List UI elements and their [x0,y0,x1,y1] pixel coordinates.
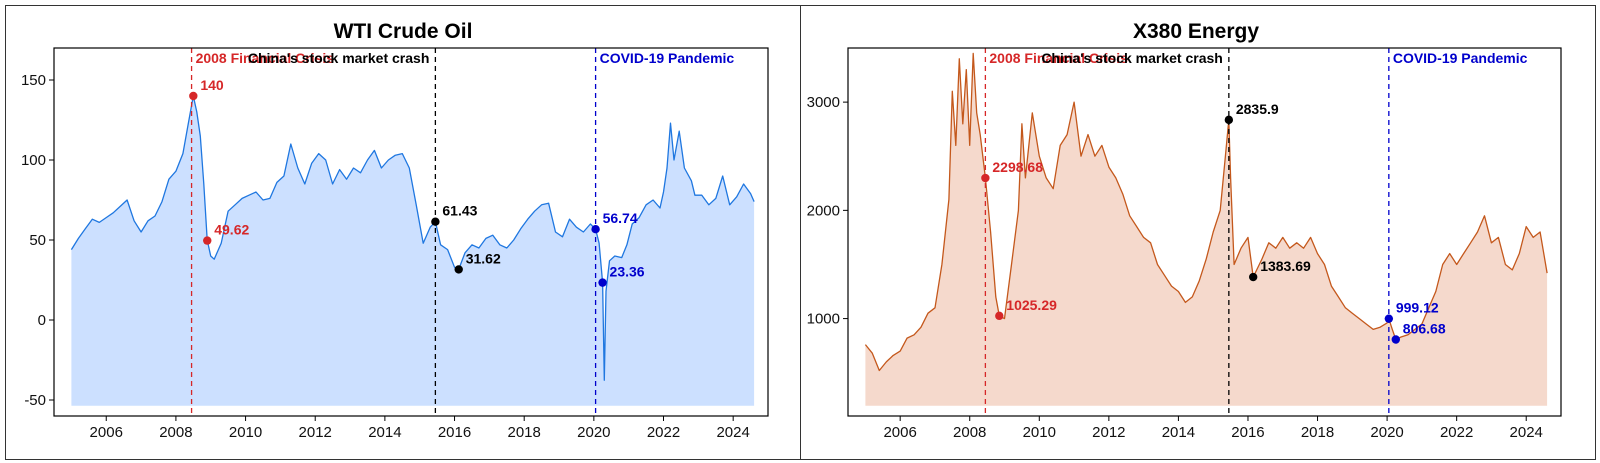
x-tick-label: 2016 [438,424,471,441]
series-area-fill [71,96,755,406]
annotation-marker [189,91,198,101]
y-tick-label: 1000 [807,311,840,328]
annotation-marker [203,236,212,245]
x-tick-label: 2014 [368,424,401,441]
x-tick-label: 2022 [1440,424,1473,441]
annotation-marker [454,265,463,274]
annotation-label: 56.74 [603,210,638,226]
x-tick-label: 2010 [229,424,262,441]
x-tick-label: 2018 [1301,424,1334,441]
x-tick-label: 2022 [647,424,680,441]
event-label: 2008 Financial Crisis [989,50,1128,66]
annotation-marker [598,278,607,287]
annotation-label: 999.12 [1396,300,1439,316]
annotation-label: 2298.68 [992,159,1043,175]
x-tick-label: 2018 [508,424,541,441]
plot-area-frame [53,47,769,417]
event-label: China's stock market crash [248,50,430,66]
x380-energy-chart: X380 Energy 2008 Financial CrisisChina's … [807,20,1562,441]
annotation-label: 2835.9 [1236,101,1279,117]
y-tick-label: -50 [24,392,46,409]
x-tick-label: 2006 [90,424,123,441]
x-tick-label: 2020 [577,424,610,441]
event-label: China's stock market crash [1041,50,1223,66]
annotation-marker [591,225,600,234]
wti-crude-oil-chart: WTI Crude Oil 2008 Financial CrisisChina'… [21,20,769,441]
y-tick-label: 50 [29,232,46,249]
annotation-label: 61.43 [442,203,477,219]
event-label: COVID-19 Pandemic [600,50,735,66]
series-line [864,52,1548,372]
y-tick-label: 2000 [807,202,840,219]
x-tick-label: 2012 [299,424,332,441]
annotation-marker [431,217,440,226]
event-label: 2008 Financial Crisis [196,50,335,66]
annotation-label: 140 [200,77,224,93]
chart-title: X380 Energy [1133,20,1259,43]
annotation-label: 31.62 [466,250,501,266]
x-tick-label: 2024 [716,424,749,441]
x-tick-label: 2008 [953,424,986,441]
y-tick-label: 0 [38,312,46,329]
x-tick-label: 2020 [1370,424,1403,441]
y-tick-label: 100 [21,152,46,169]
annotation-label: 1025.29 [1006,297,1057,313]
x-tick-label: 2008 [159,424,192,441]
annotation-marker [1248,272,1258,282]
y-tick-label: 3000 [807,94,840,111]
y-tick-label: 150 [21,72,46,89]
annotation-marker [981,173,990,183]
annotation-marker [1224,115,1234,125]
annotation-marker [995,311,1004,321]
annotation-label: 806.68 [1403,321,1446,337]
x-tick-label: 2006 [883,424,916,441]
x-tick-label: 2024 [1510,424,1543,441]
annotation-label: 23.36 [610,264,645,280]
series-area-fill [865,53,1548,406]
event-label: COVID-19 Pandemic [1393,50,1528,66]
annotation-marker [1384,314,1394,323]
chart-title: WTI Crude Oil [334,20,473,43]
plot-area-frame [847,47,1562,417]
series-line [70,95,755,381]
annotation-marker [1391,335,1400,344]
x-tick-label: 2012 [1092,424,1125,441]
x-tick-label: 2014 [1162,424,1195,441]
x-tick-label: 2016 [1231,424,1264,441]
x-tick-label: 2010 [1023,424,1056,441]
annotation-label: 49.62 [214,222,249,238]
annotation-label: 1383.69 [1260,258,1311,274]
